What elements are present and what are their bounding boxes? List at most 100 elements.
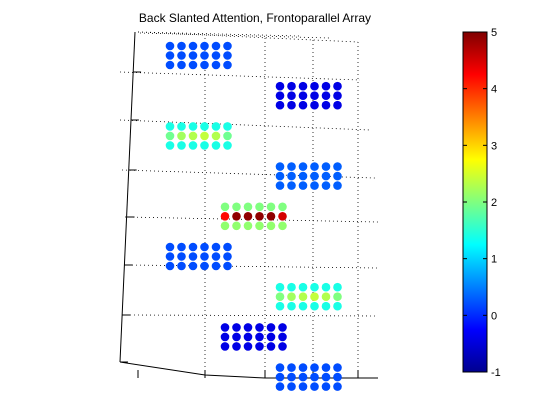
colorbar-tick-label: 4: [491, 84, 497, 96]
data-point: [177, 252, 186, 261]
data-point: [287, 162, 296, 171]
data-point: [275, 363, 285, 372]
data-point: [232, 202, 241, 212]
data-point: [177, 131, 186, 141]
data-point: [333, 292, 342, 302]
data-points: [165, 41, 342, 391]
data-point: [275, 81, 285, 91]
data-point: [287, 301, 296, 311]
colorbar-tick-label: 0: [491, 310, 497, 322]
data-point: [278, 221, 287, 231]
data-point: [275, 171, 285, 181]
data-point: [165, 131, 175, 141]
data-point: [177, 41, 186, 51]
data-point: [287, 91, 296, 100]
data-point: [275, 382, 285, 391]
colorbar-tick-label: 1: [491, 254, 497, 266]
data-point: [200, 51, 209, 60]
data-point: [298, 81, 308, 91]
data-point: [275, 282, 285, 292]
data-point: [310, 301, 319, 311]
data-point: [310, 372, 319, 382]
y-axis-line: [119, 31, 136, 363]
data-point: [298, 382, 308, 391]
data-point: [310, 81, 319, 91]
data-point: [223, 242, 232, 252]
data-point: [232, 323, 241, 332]
data-point: [333, 162, 342, 171]
data-point: [223, 131, 232, 141]
data-point: [287, 382, 296, 391]
data-point: [275, 372, 285, 382]
data-point: [255, 221, 264, 231]
data-point: [255, 332, 264, 342]
data-point: [200, 252, 209, 261]
data-point: [333, 282, 342, 292]
data-point: [321, 162, 331, 171]
data-point: [275, 181, 285, 190]
point-cluster-c2: [275, 81, 342, 110]
data-point: [220, 323, 230, 332]
data-point: [333, 382, 342, 391]
data-point: [243, 202, 253, 212]
data-point: [211, 122, 221, 131]
point-cluster-c6: [165, 242, 232, 271]
data-point: [220, 212, 230, 221]
data-point: [333, 100, 342, 110]
data-point: [287, 181, 296, 190]
data-point: [310, 171, 319, 181]
data-point: [278, 323, 287, 332]
data-point: [188, 131, 198, 141]
data-point: [298, 91, 308, 100]
data-point: [310, 181, 319, 190]
data-point: [211, 131, 221, 141]
data-point: [220, 342, 230, 351]
data-point: [298, 372, 308, 382]
data-point: [255, 202, 264, 212]
data-point: [211, 261, 221, 271]
data-point: [298, 363, 308, 372]
data-point: [333, 171, 342, 181]
data-point: [255, 212, 264, 221]
data-point: [165, 252, 175, 261]
data-point: [310, 282, 319, 292]
colorbar-tick-label: 5: [491, 27, 497, 39]
data-point: [165, 51, 175, 60]
data-point: [211, 41, 221, 51]
grid-line-h: [129, 314, 379, 317]
data-point: [298, 162, 308, 171]
point-cluster-c1: [165, 41, 232, 70]
data-point: [266, 323, 276, 332]
data-point: [223, 252, 232, 261]
data-point: [275, 91, 285, 100]
data-point: [287, 81, 296, 91]
data-point: [266, 332, 276, 342]
data-point: [188, 41, 198, 51]
data-point: [165, 122, 175, 131]
data-point: [278, 212, 287, 221]
data-point: [310, 292, 319, 302]
data-point: [200, 242, 209, 252]
colorbar-tick-label: 3: [491, 140, 497, 152]
data-point: [310, 382, 319, 391]
data-point: [223, 141, 232, 150]
chart-title: Back Slanted Attention, Frontoparallel A…: [139, 11, 371, 25]
data-point: [188, 252, 198, 261]
data-point: [298, 301, 308, 311]
data-point: [287, 171, 296, 181]
data-point: [211, 141, 221, 150]
data-point: [223, 122, 232, 131]
data-point: [287, 100, 296, 110]
data-point: [287, 292, 296, 302]
data-point: [211, 51, 221, 60]
data-point: [223, 51, 232, 60]
data-point: [333, 363, 342, 372]
colorbar: -1 0 1 2 3 4 5: [462, 27, 501, 379]
data-point: [223, 41, 232, 51]
point-cluster-c9: [275, 363, 342, 391]
data-point: [165, 261, 175, 271]
data-point: [177, 51, 186, 60]
data-point: [266, 202, 276, 212]
data-point: [321, 171, 331, 181]
